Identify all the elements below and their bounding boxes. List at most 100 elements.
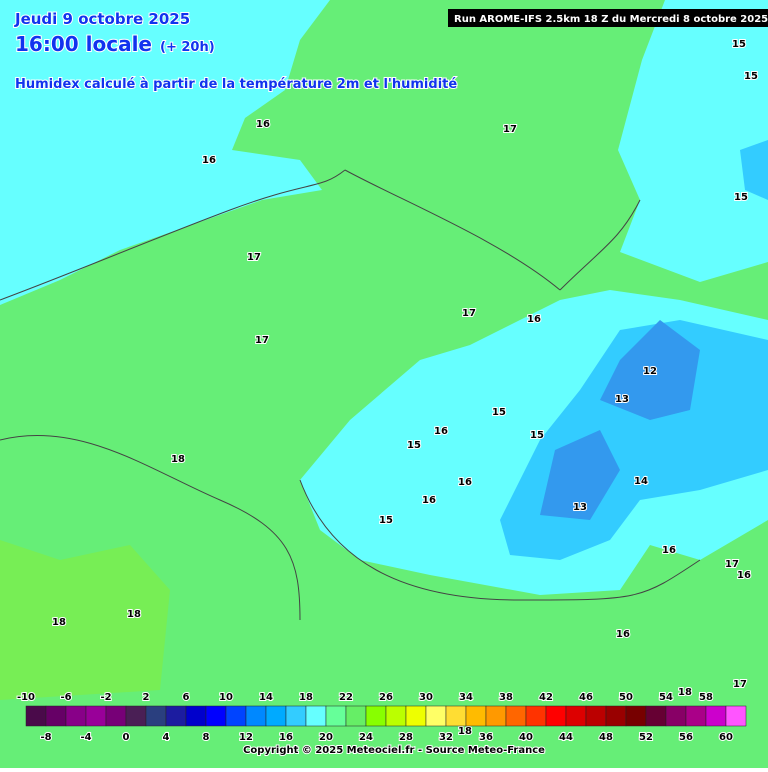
sea: [0, 0, 330, 305]
colorbar-swatch: [385, 705, 407, 727]
colorbar-label: 0: [123, 732, 130, 743]
contour-label: 18: [127, 609, 141, 620]
colorbar-label: 18: [299, 692, 313, 703]
colorbar-label: 40: [519, 732, 533, 743]
colorbar-label: 20: [319, 732, 333, 743]
colorbar-swatch: [85, 705, 107, 727]
colorbar-label: 50: [619, 692, 633, 703]
contour-label: 16: [422, 495, 436, 506]
contour-label: 16: [458, 477, 472, 488]
colorbar-swatch: [25, 705, 47, 727]
colorbar-swatch: [45, 705, 67, 727]
colorbar-swatch: [145, 705, 167, 727]
colorbar-swatch: [365, 705, 387, 727]
colorbar-swatch: [565, 705, 587, 727]
colorbar-label: 2: [143, 692, 150, 703]
colorbar-swatch: [525, 705, 547, 727]
colorbar-swatch: [205, 705, 227, 727]
colorbar-label: 54: [659, 692, 673, 703]
contour-label: 17: [462, 308, 476, 319]
contour-label: 17: [725, 559, 739, 570]
contour-label: 15: [734, 192, 748, 203]
colorbar-swatch: [725, 705, 747, 727]
colorbar-swatch: [65, 705, 87, 727]
contour-label: 15: [492, 407, 506, 418]
colorbar-label: 6: [183, 692, 190, 703]
contour-label: 16: [202, 155, 216, 166]
colorbar-label: 26: [379, 692, 393, 703]
contour-label: 16: [616, 629, 630, 640]
colorbar-label: 32: [439, 732, 453, 743]
cold-zone: [740, 140, 768, 200]
colorbar-swatch: [585, 705, 607, 727]
contour-label: 17: [247, 252, 261, 263]
colorbar-swatch: [705, 705, 727, 727]
colorbar-label: 14: [259, 692, 273, 703]
colorbar-swatch: [425, 705, 447, 727]
colorbar-label: 56: [679, 732, 693, 743]
colorbar-label: 48: [599, 732, 613, 743]
colorbar-label: 28: [399, 732, 413, 743]
colorbar-label: 30: [419, 692, 433, 703]
contour-label: 16: [662, 545, 676, 556]
colorbar-swatch: [625, 705, 647, 727]
colorbar-swatch: [605, 705, 627, 727]
colorbar-swatch: [325, 705, 347, 727]
colorbar-label: 44: [559, 732, 573, 743]
colorbar-label: 22: [339, 692, 353, 703]
contour-label: 18: [458, 726, 472, 737]
colorbar-label: 8: [203, 732, 210, 743]
contour-label: 14: [634, 476, 648, 487]
subtitle: Humidex calculé à partir de la températu…: [15, 77, 457, 92]
colorbar-label: -4: [80, 732, 91, 743]
contour-label: 12: [643, 366, 657, 377]
colorbar-swatch: [225, 705, 247, 727]
colorbar-swatch: [285, 705, 307, 727]
colorbar-swatch: [445, 705, 467, 727]
colorbar-label: -6: [60, 692, 71, 703]
colorbar-swatch: [405, 705, 427, 727]
colorbar-swatch: [165, 705, 187, 727]
run-box: [448, 9, 768, 27]
colorbar-swatch: [305, 705, 327, 727]
colorbar-label: 34: [459, 692, 473, 703]
colorbar-swatch: [465, 705, 487, 727]
colorbar-label: 4: [163, 732, 170, 743]
colorbar-swatch: [665, 705, 687, 727]
colorbar-swatch: [545, 705, 567, 727]
colorbar-label: 16: [279, 732, 293, 743]
footer: Copyright © 2025 Meteociel.fr - Source M…: [243, 745, 545, 756]
contour-label: 16: [737, 570, 751, 581]
contour-label: 13: [615, 394, 629, 405]
colorbar-label: -8: [40, 732, 51, 743]
colorbar-swatch: [345, 705, 367, 727]
colorbar-swatch: [185, 705, 207, 727]
contour-label: 16: [256, 119, 270, 130]
colorbar-swatch: [125, 705, 147, 727]
colorbar-label: 24: [359, 732, 373, 743]
colorbar-label: 52: [639, 732, 653, 743]
contour-label: 15: [744, 71, 758, 82]
contour-label: 16: [527, 314, 541, 325]
colorbar-label: -2: [100, 692, 111, 703]
colorbar-swatch: [505, 705, 527, 727]
colorbar-label: 10: [219, 692, 233, 703]
colorbar-swatch: [105, 705, 127, 727]
warm-zone: [0, 540, 170, 700]
colorbar-swatch: [685, 705, 707, 727]
offset: (+ 20h): [160, 40, 215, 55]
contour-label: 15: [530, 430, 544, 441]
contour-label: 17: [733, 679, 747, 690]
colorbar-swatch: [485, 705, 507, 727]
colorbar-label: 12: [239, 732, 253, 743]
boundary: [0, 169, 701, 621]
colorbar-label: 60: [719, 732, 733, 743]
cool-zone: [618, 0, 768, 282]
contour-label: 16: [434, 426, 448, 437]
cold-core: [540, 430, 620, 520]
colorbar-label: -10: [17, 692, 35, 703]
contour-label: 17: [255, 335, 269, 346]
run: Run AROME-IFS 2.5km 18 Z du Mercredi 8 o…: [454, 14, 768, 25]
contour-label: 17: [503, 124, 517, 135]
